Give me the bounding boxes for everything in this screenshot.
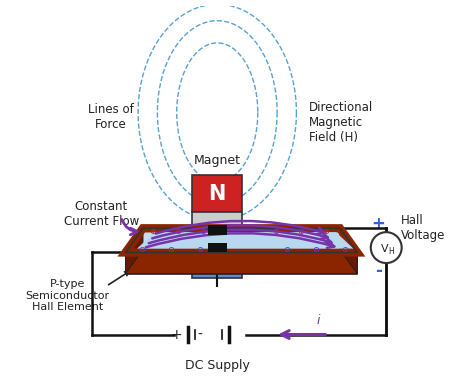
Text: ⊕: ⊕ [273,227,280,236]
Text: P-type
Semiconductor
Hall Element: P-type Semiconductor Hall Element [26,279,110,312]
Bar [192,241,242,277]
Text: Constant
Current Flow: Constant Current Flow [64,200,139,228]
Polygon shape [125,228,143,274]
Text: N: N [208,184,226,203]
Text: H: H [388,247,394,256]
Circle shape [371,232,402,263]
Text: Hall
Voltage: Hall Voltage [400,214,445,242]
Text: ⊕: ⊕ [322,227,329,236]
Bar [207,243,227,253]
Text: Magnet: Magnet [194,154,241,168]
Text: -: - [375,262,382,280]
Text: ⊕: ⊕ [199,227,206,236]
Text: ⊕: ⊕ [174,227,181,236]
Text: Lines of
Force: Lines of Force [88,103,134,131]
Bar [207,226,227,235]
Bar [192,175,242,212]
Text: -: - [198,328,202,341]
Bar [192,212,242,241]
Text: +: + [372,215,386,234]
Text: +: + [171,328,183,341]
Text: DC Supply: DC Supply [185,359,250,371]
Text: ⊕: ⊕ [150,227,156,236]
Polygon shape [340,228,357,274]
Text: ⊖: ⊖ [197,245,203,254]
Text: ⊖: ⊖ [341,245,348,254]
Text: ⊖: ⊖ [283,245,290,254]
Polygon shape [137,232,354,248]
Text: S: S [210,249,225,269]
Text: i: i [317,314,320,327]
Polygon shape [125,228,357,253]
Polygon shape [125,253,357,274]
Text: Directional
Magnetic
Field (H): Directional Magnetic Field (H) [309,101,373,144]
Text: ⊖: ⊖ [138,245,146,254]
Text: ⊖: ⊖ [168,245,175,254]
Text: ⊖: ⊖ [313,245,319,254]
Text: ⊕: ⊕ [297,227,304,236]
Text: V: V [381,243,388,254]
